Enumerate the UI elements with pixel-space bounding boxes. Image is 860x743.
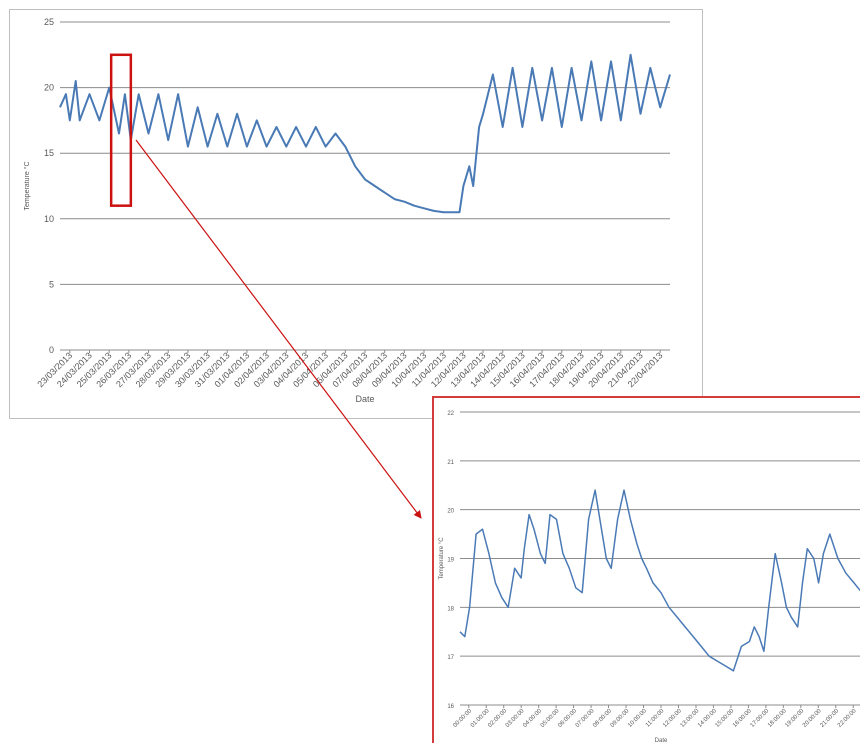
main-series-line — [59, 53, 671, 214]
zoom-y-tick-label: 20 — [447, 509, 454, 515]
zoom-chart: 1617181920212200:00:0001:00:0002:00:0003… — [439, 411, 860, 743]
zoom-x-tick-label: 22:00:00 — [837, 708, 858, 729]
main-y-tick-label: 10 — [44, 214, 54, 224]
zoom-y-tick-label: 21 — [447, 460, 454, 466]
zoom-y-tick-label: 17 — [447, 655, 454, 661]
zoom-x-axis-label: Date — [655, 738, 668, 743]
main-y-tick-label: 15 — [44, 148, 54, 158]
main-y-tick-label: 20 — [44, 83, 54, 93]
highlight-box — [109, 53, 133, 207]
zoom-series-line — [459, 489, 860, 672]
main-y-tick-label: 0 — [49, 345, 54, 355]
main-y-axis-label: Temperature °C — [23, 161, 31, 210]
main-y-tick-label: 25 — [44, 17, 54, 27]
zoom-y-axis-label: Temperature °C — [439, 537, 445, 580]
zoom-y-tick-label: 18 — [447, 606, 454, 612]
zoom-y-tick-label: 22 — [447, 411, 454, 417]
zoom-chart-panel: 16 17 18 19 20 21 22 00:00:00 01:00:00 02:00:00 03… — [432, 396, 860, 743]
main-chart-panel: 0 5 10 15 20 25 23/03/2013 24/03/2013 25/03/2013… — [9, 9, 703, 419]
main-chart: 051015202523/03/201324/03/201325/03/2013… — [23, 17, 671, 404]
zoom-y-tick-label: 19 — [447, 558, 454, 564]
zoom-y-tick-label: 16 — [447, 704, 454, 710]
main-x-axis-label: Date — [355, 394, 374, 404]
main-y-tick-label: 5 — [49, 279, 54, 289]
